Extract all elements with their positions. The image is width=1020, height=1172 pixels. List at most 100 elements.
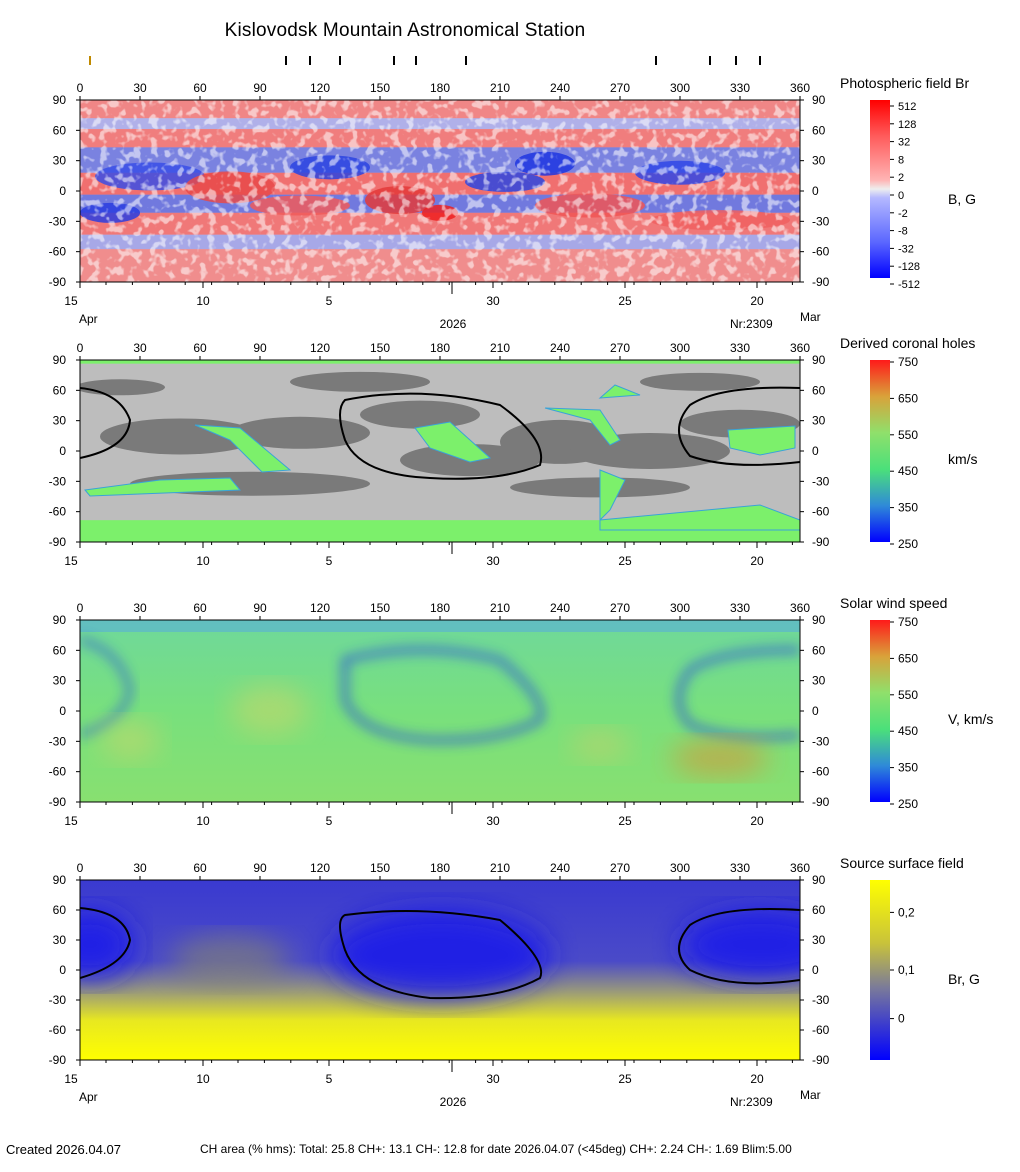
wind-north-band <box>80 620 800 632</box>
year-label: 2026 <box>440 317 467 331</box>
lat-label-left: -90 <box>49 795 67 809</box>
source-neutral-line-2 <box>339 910 543 1000</box>
lat-label-right: -90 <box>812 535 830 549</box>
date-tick-label: 10 <box>196 1072 210 1086</box>
date-tick-label: 20 <box>750 294 764 308</box>
lon-tick-label: 0 <box>77 601 84 615</box>
panel-3-map <box>80 620 800 802</box>
date-tick-label: 5 <box>326 554 333 568</box>
colorbar-tick-label: -512 <box>898 279 920 291</box>
neutral-line-3 <box>678 386 800 466</box>
lat-label-right: 90 <box>812 613 826 627</box>
lon-tick-label: 210 <box>490 861 510 875</box>
lon-tick-label: 360 <box>790 81 810 95</box>
date-tick-label: 15 <box>64 294 78 308</box>
colorbar-tick-label: -8 <box>898 226 908 238</box>
coronal-hole-1 <box>414 421 492 463</box>
date-tick-label: 25 <box>618 554 632 568</box>
lat-label-right: 0 <box>812 704 819 718</box>
lon-tick-label: 90 <box>253 601 267 615</box>
lat-label-left: 60 <box>53 383 67 397</box>
lat-label-right: -30 <box>812 734 830 748</box>
colorbar-tick-label: 8 <box>898 154 904 166</box>
ch-dark-region-1 <box>230 416 370 449</box>
lat-label-left: 60 <box>53 903 67 917</box>
source-negative-core-3 <box>680 910 800 980</box>
lon-tick-label: 210 <box>490 601 510 615</box>
lon-tick-label: 90 <box>253 341 267 355</box>
year-label: 2026 <box>440 1095 467 1109</box>
lon-tick-label: 90 <box>253 861 267 875</box>
lon-tick-label: 270 <box>610 81 630 95</box>
lat-label-right: -60 <box>812 765 830 779</box>
created-date: Created 2026.04.07 <box>6 1142 121 1157</box>
lon-tick-label: 330 <box>730 861 750 875</box>
colorbar-tick-label: 32 <box>898 137 910 149</box>
date-tick-label: 10 <box>196 554 210 568</box>
lat-label-right: 90 <box>812 353 826 367</box>
neutral-line-2 <box>339 392 543 480</box>
source-neutral-line-3 <box>678 908 800 985</box>
lon-tick-label: 150 <box>370 81 390 95</box>
wind-boundary-3 <box>675 646 800 741</box>
coronal-hole-7 <box>598 384 641 399</box>
source-negative-core-2 <box>80 910 135 980</box>
source-negative-core-1 <box>330 910 550 1000</box>
coronal-hole-2 <box>544 407 621 446</box>
colorbar-tick-label: 350 <box>898 761 918 775</box>
lat-label-right: 60 <box>812 123 826 137</box>
lon-tick-label: 330 <box>730 341 750 355</box>
colorbar-tick-label: 450 <box>898 724 918 738</box>
lat-label-right: 0 <box>812 184 819 198</box>
panel-2-map <box>80 360 800 542</box>
lon-tick-label: 210 <box>490 341 510 355</box>
coronal-hole-6 <box>599 504 800 531</box>
lon-tick-label: 150 <box>370 601 390 615</box>
date-tick-label: 25 <box>618 1072 632 1086</box>
lat-label-left: -60 <box>49 505 67 519</box>
lon-tick-label: 360 <box>790 341 810 355</box>
colorbar-tick-label: 650 <box>898 651 918 665</box>
lon-tick-label: 30 <box>133 341 147 355</box>
lat-label-left: -30 <box>49 214 67 228</box>
lon-tick-label: 240 <box>550 861 570 875</box>
lat-label-left: 90 <box>53 613 67 627</box>
lat-label-left: 0 <box>59 184 66 198</box>
lat-label-right: 60 <box>812 903 826 917</box>
colorbar-tick-label: 550 <box>898 688 918 702</box>
lat-label-right: -90 <box>812 275 830 289</box>
lon-tick-label: 300 <box>670 81 690 95</box>
lon-tick-label: 0 <box>77 341 84 355</box>
date-tick-label: 20 <box>750 814 764 828</box>
lat-label-right: 60 <box>812 643 826 657</box>
field-texture <box>80 100 800 282</box>
date-tick-label: 15 <box>64 554 78 568</box>
lon-tick-label: 240 <box>550 341 570 355</box>
lat-label-right: -30 <box>812 214 830 228</box>
lat-label-right: 0 <box>812 963 819 977</box>
lat-label-right: -60 <box>812 1023 830 1037</box>
lat-label-right: 60 <box>812 383 826 397</box>
lon-tick-label: 30 <box>133 81 147 95</box>
date-tick-label: 5 <box>326 1072 333 1086</box>
lon-tick-label: 360 <box>790 861 810 875</box>
lon-tick-label: 60 <box>193 341 207 355</box>
lon-tick-label: 300 <box>670 601 690 615</box>
colorbar-tick-label: 0,1 <box>898 963 915 977</box>
colorbar-tick-label: 0 <box>898 1012 905 1026</box>
wind-boundary-1 <box>80 637 134 738</box>
lat-label-left: 90 <box>53 353 67 367</box>
lat-label-left: 60 <box>53 123 67 137</box>
lon-tick-label: 60 <box>193 81 207 95</box>
coronal-hole-5 <box>599 469 626 522</box>
lon-tick-label: 180 <box>430 81 450 95</box>
page-title: Kislovodsk Mountain Astronomical Station <box>224 20 586 41</box>
colorbar-tick-label: 350 <box>898 501 918 515</box>
date-tick-label: 25 <box>618 814 632 828</box>
wind-fast-region-2 <box>100 720 160 760</box>
colorbar-tick-label: 2 <box>898 172 904 184</box>
source-positive-lobe <box>170 935 290 985</box>
